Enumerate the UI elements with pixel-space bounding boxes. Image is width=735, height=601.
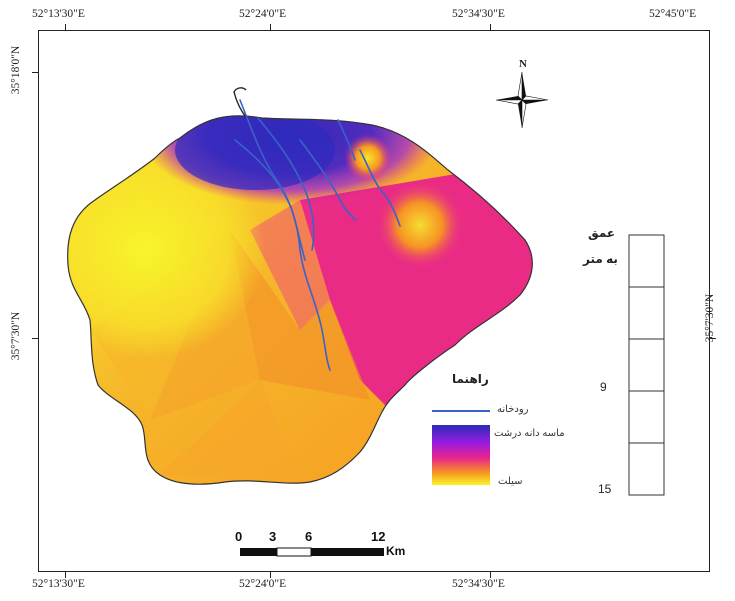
legend-river-label: رودخانه (497, 404, 529, 415)
coord-top-4: 52°45'0"E (649, 8, 697, 20)
legend-grain-swatch (432, 425, 490, 485)
scale-bar (240, 547, 384, 557)
tick (65, 572, 66, 578)
tick (32, 338, 38, 339)
river-inlet (233, 87, 249, 121)
depth-bar (628, 234, 665, 496)
scale-unit: Km (386, 544, 406, 558)
tick (490, 24, 491, 30)
depth-value-9: 9 (600, 380, 607, 394)
tick (270, 24, 271, 30)
tick (32, 72, 38, 73)
coord-top-1: 52°13'30"E (32, 8, 85, 20)
scale-label-12: 12 (371, 529, 386, 544)
coord-top-3: 52°34'30"E (452, 8, 505, 20)
basin-outline (67, 115, 533, 485)
coord-bottom-2: 52°24'0"E (239, 578, 287, 590)
map-frame (38, 30, 710, 572)
coord-bottom-3: 52°34'30"E (452, 578, 505, 590)
coord-top-2: 52°24'0"E (239, 8, 287, 20)
tick (490, 572, 491, 578)
depth-unit: به متر (583, 252, 618, 266)
legend-grain-high-label: ماسه دانه درشت (494, 428, 565, 439)
tick (710, 338, 716, 339)
depth-value-15: 15 (598, 482, 612, 496)
legend-grain-low-label: سیلت (498, 476, 523, 487)
tick (270, 572, 271, 578)
tick (65, 24, 66, 30)
depth-title: عمق (588, 226, 616, 240)
scale-label-0: 0 (235, 529, 243, 544)
north-label: N (519, 58, 527, 70)
basin-surface (67, 115, 533, 485)
legend-title: راهنما (452, 372, 489, 386)
rivers (234, 99, 401, 371)
coord-bottom-1: 52°13'30"E (32, 578, 85, 590)
scale-label-6: 6 (305, 529, 313, 544)
north-arrow-icon (495, 71, 549, 129)
scale-label-3: 3 (269, 529, 277, 544)
